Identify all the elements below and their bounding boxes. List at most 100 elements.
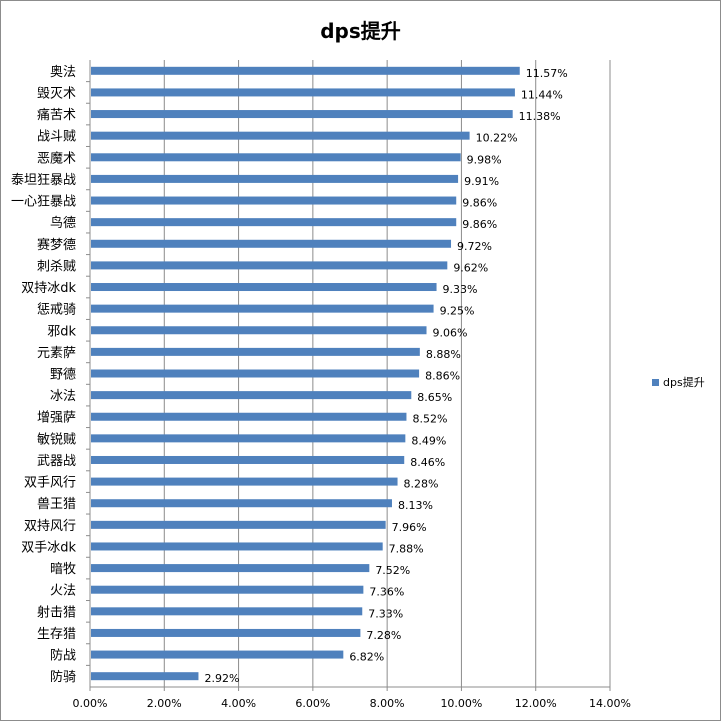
data-label: 9.06% — [433, 326, 468, 339]
bar — [91, 261, 448, 270]
data-label: 7.36% — [369, 586, 404, 599]
legend-label: dps提升 — [663, 376, 705, 389]
category-label: 惩戒骑 — [37, 303, 76, 318]
data-label: 9.86% — [462, 218, 497, 231]
bar — [91, 304, 434, 313]
data-label: 2.92% — [204, 672, 239, 685]
category-label: 奥法 — [50, 65, 76, 80]
category-label: 防战 — [50, 648, 76, 664]
category-label: 火法 — [50, 584, 76, 599]
bar — [91, 110, 513, 119]
category-label: 生存猎 — [37, 627, 76, 642]
bar — [91, 412, 407, 421]
bar — [91, 455, 405, 464]
data-label: 9.25% — [440, 305, 475, 318]
data-label: 7.52% — [375, 564, 410, 577]
category-label: 毁灭术 — [37, 86, 76, 101]
bar — [91, 391, 412, 400]
category-label: 一心狂暴战 — [11, 195, 76, 210]
bar — [91, 326, 427, 335]
bar — [91, 283, 437, 292]
bar — [91, 542, 383, 551]
data-label: 8.86% — [425, 370, 460, 383]
data-label: 8.88% — [426, 348, 461, 361]
category-label: 双持风行 — [24, 519, 76, 534]
data-label: 11.57% — [526, 67, 568, 80]
category-label: 邪dk — [47, 324, 76, 339]
data-label: 10.22% — [476, 132, 518, 145]
category-label: 射击猎 — [37, 604, 76, 620]
category-label: 鸟德 — [50, 215, 76, 231]
legend: dps提升 — [652, 374, 705, 390]
category-label: 防骑 — [50, 669, 76, 685]
category-label: 增强萨 — [37, 411, 76, 426]
bar — [91, 477, 398, 486]
category-label: 双手风行 — [24, 476, 76, 491]
category-label: 赛梦德 — [37, 237, 76, 253]
data-label: 9.91% — [464, 175, 499, 188]
bar — [91, 607, 363, 616]
data-label: 7.33% — [368, 607, 403, 620]
category-label: 冰法 — [50, 389, 76, 404]
bar — [91, 66, 520, 75]
data-label: 7.88% — [389, 542, 424, 555]
category-label: 双持冰dk — [21, 281, 76, 296]
data-label: 8.13% — [398, 499, 433, 512]
x-tick-label: 4.00% — [221, 697, 256, 710]
data-label: 8.52% — [412, 413, 447, 426]
bar — [91, 628, 361, 637]
bar — [91, 585, 364, 594]
data-label: 6.82% — [349, 651, 384, 664]
category-label: 泰坦狂暴战 — [11, 173, 76, 188]
bar — [91, 672, 199, 681]
category-label: 元素萨 — [37, 346, 76, 361]
category-label: 暗牧 — [50, 562, 76, 577]
category-label: 恶魔术 — [37, 151, 76, 166]
data-label: 8.65% — [417, 391, 452, 404]
data-label: 9.33% — [443, 283, 478, 296]
bar — [91, 347, 420, 356]
data-label: 9.98% — [467, 153, 502, 166]
bar — [91, 196, 457, 205]
bar — [91, 174, 459, 183]
chart-title: dps提升 — [320, 19, 401, 43]
bar — [91, 369, 420, 378]
category-label: 战斗贼 — [37, 130, 76, 145]
bar — [91, 650, 344, 659]
bar — [91, 131, 470, 140]
category-label: 武器战 — [37, 454, 76, 469]
x-tick-label: 10.00% — [440, 697, 482, 710]
bar — [91, 499, 392, 508]
data-label: 7.28% — [366, 629, 401, 642]
category-label: 刺杀贼 — [37, 259, 76, 274]
bar — [91, 520, 386, 529]
legend-swatch — [652, 378, 659, 386]
x-tick-label: 2.00% — [147, 697, 182, 710]
data-label: 8.28% — [404, 478, 439, 491]
x-tick-label: 12.00% — [515, 697, 557, 710]
data-label: 7.96% — [392, 521, 427, 534]
category-label: 痛苦术 — [37, 107, 76, 123]
bar — [91, 434, 406, 443]
data-label: 8.46% — [410, 456, 445, 469]
x-tick-label: 14.00% — [589, 697, 631, 710]
data-label: 9.86% — [462, 197, 497, 210]
data-label: 11.44% — [521, 88, 563, 101]
bar — [91, 153, 461, 162]
category-label: 野德 — [50, 368, 76, 383]
data-label: 11.38% — [519, 110, 561, 123]
category-label: 兽王猎 — [37, 497, 76, 512]
bar — [91, 88, 515, 97]
category-label: 敏锐贼 — [37, 432, 76, 447]
x-tick-label: 0.00% — [73, 697, 108, 710]
data-label: 8.49% — [411, 434, 446, 447]
x-tick-label: 6.00% — [295, 697, 330, 710]
bar — [91, 239, 452, 248]
bar — [91, 218, 457, 227]
data-label: 9.62% — [453, 261, 488, 274]
x-tick-label: 8.00% — [370, 697, 405, 710]
category-label: 双手冰dk — [21, 540, 76, 555]
bar — [91, 564, 370, 573]
